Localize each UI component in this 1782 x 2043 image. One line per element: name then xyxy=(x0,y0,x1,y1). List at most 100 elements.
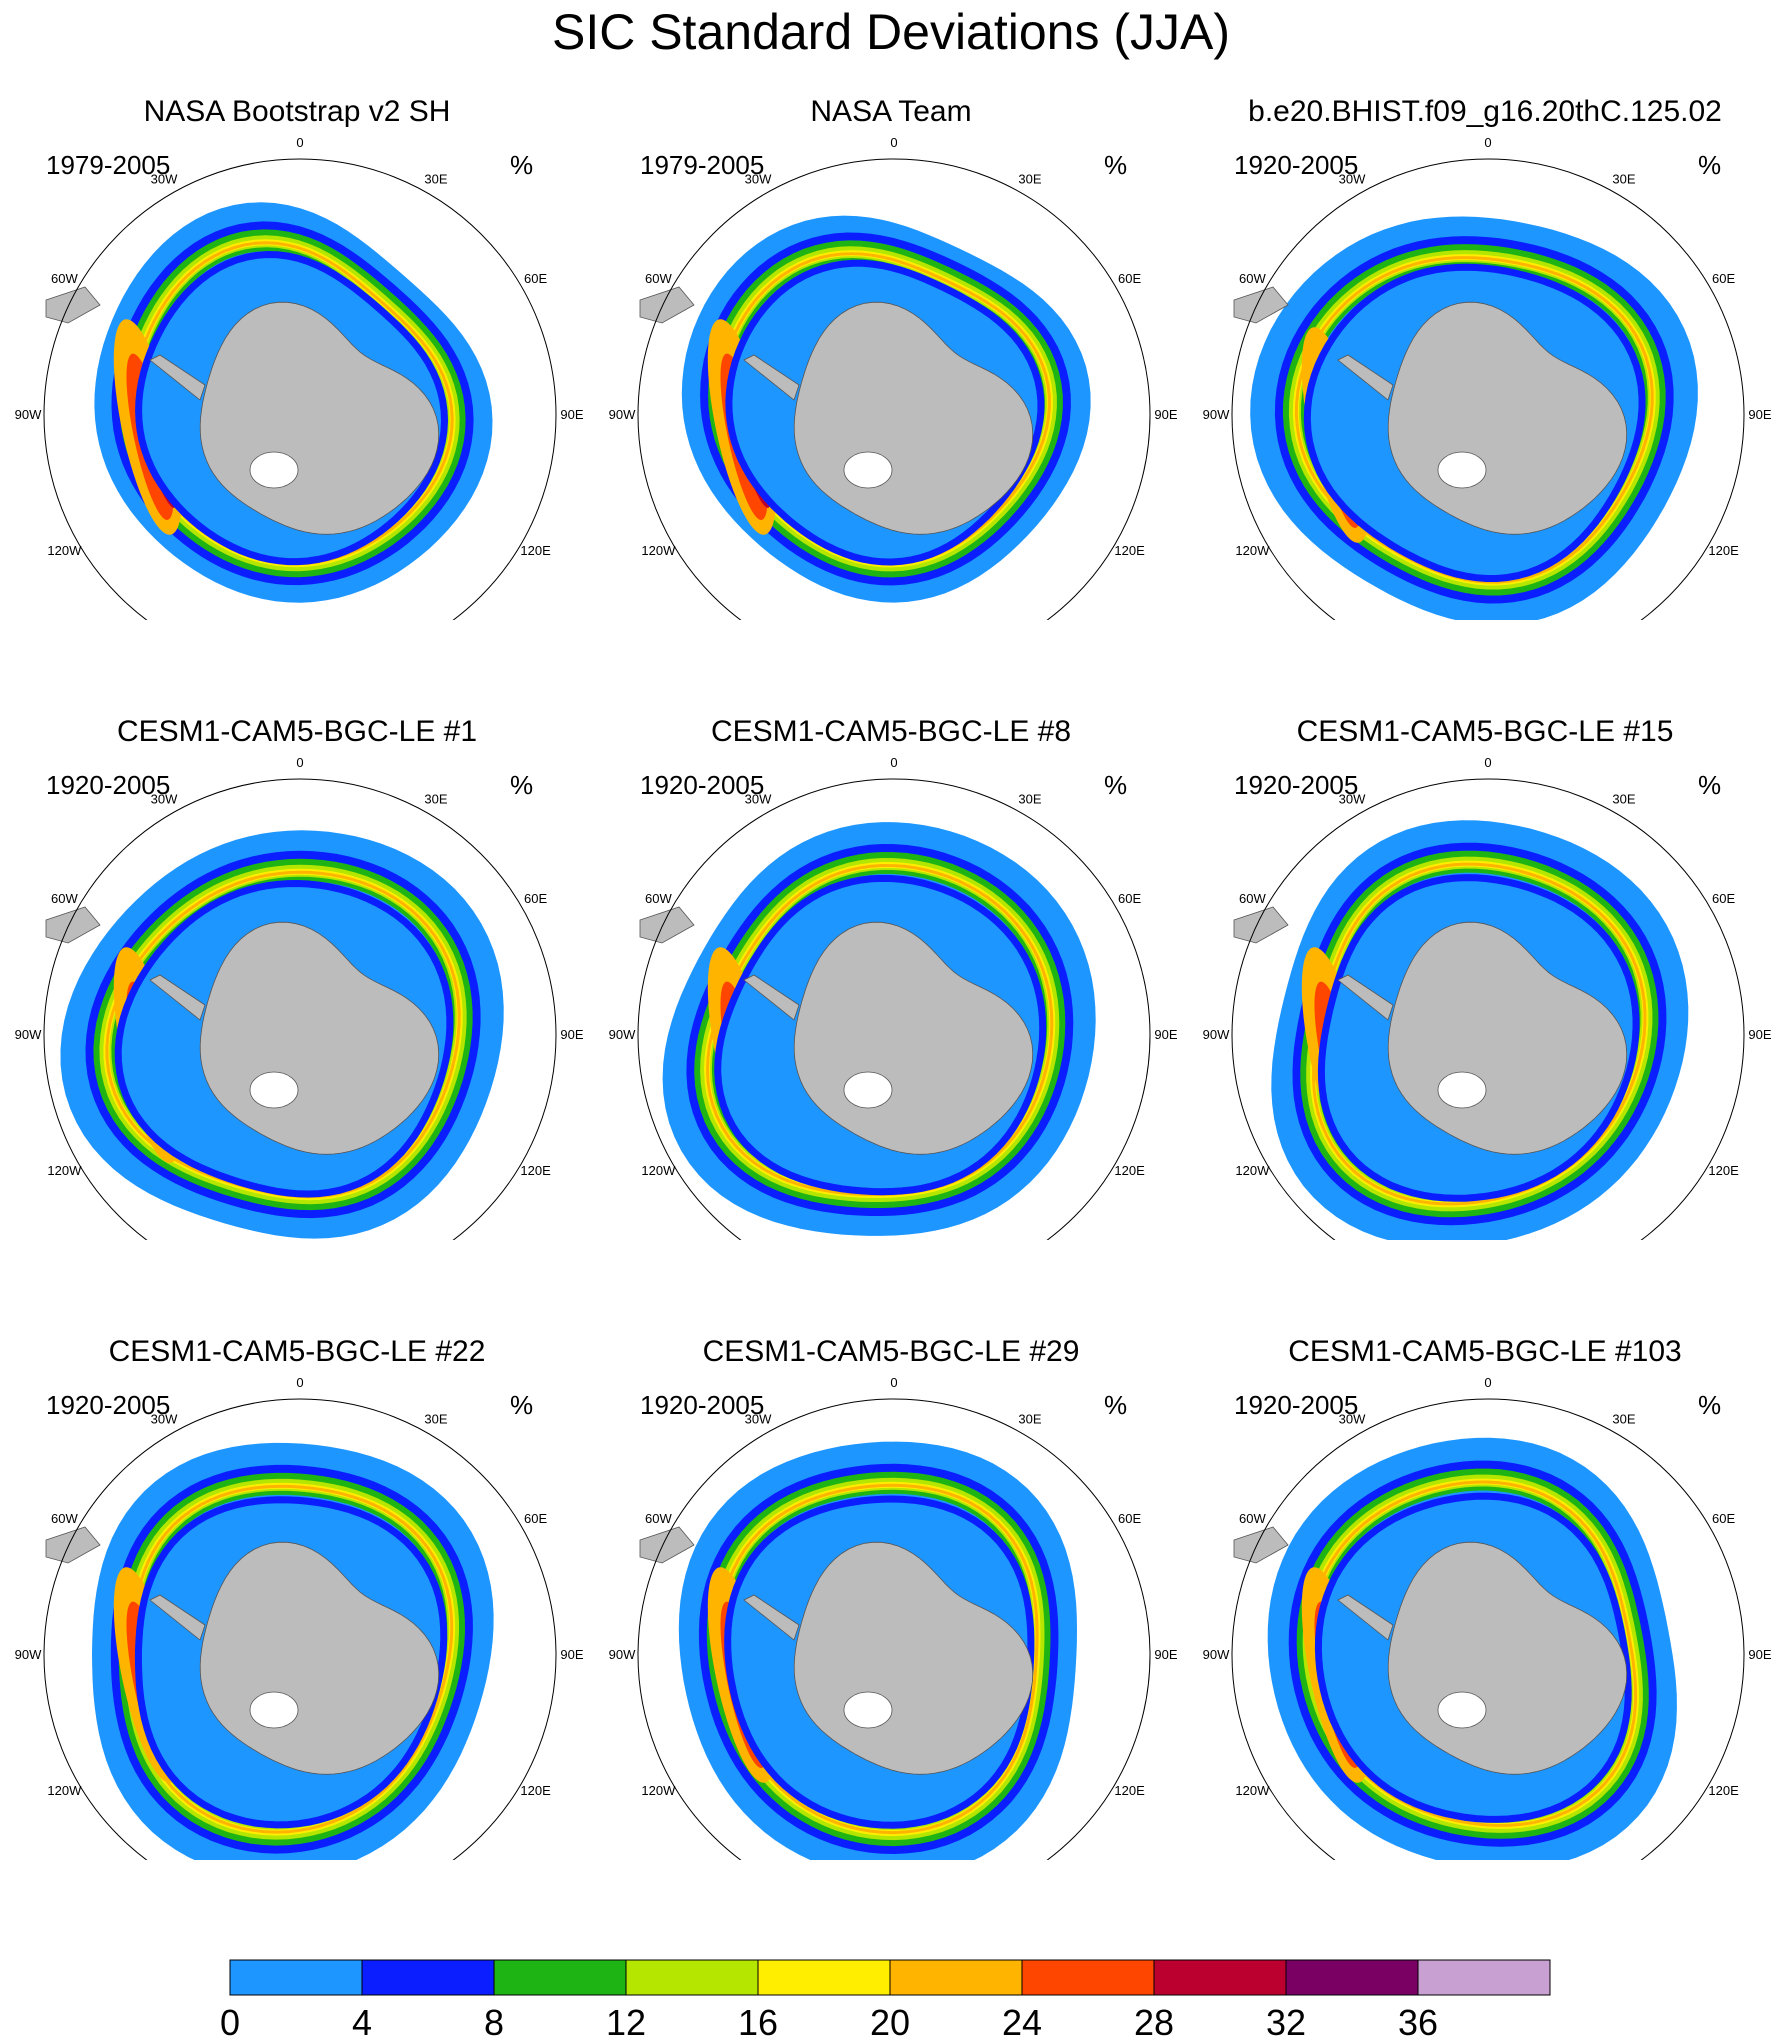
panel-years: 1920-2005 xyxy=(640,770,765,800)
longitude-label: 0 xyxy=(296,135,303,150)
colorbar-label: 36 xyxy=(1398,2002,1438,2043)
longitude-label: 60E xyxy=(524,891,547,906)
longitude-label: 30W xyxy=(151,1411,178,1426)
colorbar-swatch xyxy=(757,1959,891,1996)
longitude-label: 0 xyxy=(890,755,897,770)
south-america-landmass xyxy=(639,1526,695,1564)
panel-years: 1979-2005 xyxy=(46,150,171,180)
colorbar-label: 8 xyxy=(484,2002,504,2043)
longitude-label: 120E xyxy=(1708,1163,1739,1178)
longitude-label: 90E xyxy=(1154,407,1177,422)
longitude-label: 30E xyxy=(1018,1411,1041,1426)
longitude-label: 60E xyxy=(1118,1511,1141,1526)
sic-contour-4-8 xyxy=(724,1495,1035,1829)
south-america-landmass xyxy=(45,1526,101,1564)
longitude-label: 120W xyxy=(641,1163,676,1178)
longitude-label: 90W xyxy=(1203,407,1230,422)
longitude-label: 90E xyxy=(1748,1027,1771,1042)
colorbar-swatch xyxy=(889,1959,1023,1996)
longitude-label: 120W xyxy=(47,1163,82,1178)
colorbar-label: 28 xyxy=(1134,2002,1174,2043)
longitude-label: 60W xyxy=(645,891,672,906)
longitude-label: 60W xyxy=(645,271,672,286)
colorbar-label: 4 xyxy=(352,2002,372,2043)
antarctic-peninsula xyxy=(1337,1594,1394,1641)
panel-years: 1979-2005 xyxy=(640,150,765,180)
sic-contour-4-8 xyxy=(1317,874,1640,1202)
ross-ice-shelf xyxy=(1437,1071,1487,1109)
panel-title: NASA Team xyxy=(810,95,972,128)
longitude-label: 120W xyxy=(1235,543,1270,558)
south-america-landmass xyxy=(1233,906,1289,944)
longitude-label: 30W xyxy=(151,171,178,186)
map-panel: 030E60E90E120E150E180150W120W90W60W30WCE… xyxy=(1188,620,1782,1240)
panel-title: NASA Bootstrap v2 SH xyxy=(143,95,451,128)
longitude-label: 60E xyxy=(1712,891,1735,906)
map-boundary xyxy=(43,1398,557,1860)
map-boundary xyxy=(637,778,1151,1240)
map-boundary xyxy=(43,778,557,1240)
ross-ice-shelf xyxy=(1437,451,1487,489)
longitude-label: 30E xyxy=(1612,791,1635,806)
longitude-label: 120E xyxy=(1708,543,1739,558)
longitude-label: 120W xyxy=(641,1783,676,1798)
colorbar-swatch xyxy=(1417,1959,1551,1996)
longitude-label: 120E xyxy=(1114,1783,1145,1798)
antarctic-peninsula xyxy=(149,1594,206,1641)
polar-map: 030E60E90E120E150E180150W120W90W60W30W xyxy=(609,135,1178,620)
colorbar-label: 20 xyxy=(870,2002,910,2043)
colorbar-swatch xyxy=(229,1959,363,1996)
longitude-label: 120E xyxy=(1114,1163,1145,1178)
longitude-label: 0 xyxy=(296,1375,303,1390)
longitude-label: 90W xyxy=(15,1027,42,1042)
longitude-label: 60W xyxy=(1239,891,1266,906)
longitude-label: 120E xyxy=(520,1783,551,1798)
colorbar-label: 16 xyxy=(738,2002,778,2043)
panel-title: CESM1-CAM5-BGC-LE #103 xyxy=(1288,1335,1682,1368)
panel-units: % xyxy=(510,770,534,800)
polar-map: 030E60E90E120E150E180150W120W90W60W30W xyxy=(1203,755,1772,1240)
longitude-label: 30W xyxy=(745,171,772,186)
longitude-label: 120E xyxy=(520,1163,551,1178)
longitude-label: 30W xyxy=(1339,1411,1366,1426)
longitude-label: 90W xyxy=(609,1027,636,1042)
panel-units: % xyxy=(510,150,534,180)
colorbar-label: 32 xyxy=(1266,2002,1306,2043)
south-america-landmass xyxy=(639,286,695,324)
colorbar-label: 0 xyxy=(220,2002,240,2043)
longitude-label: 120W xyxy=(47,1783,82,1798)
map-boundary xyxy=(637,158,1151,620)
longitude-label: 30W xyxy=(1339,171,1366,186)
colorbar-label: 12 xyxy=(606,2002,646,2043)
longitude-label: 30E xyxy=(1018,791,1041,806)
longitude-label: 90W xyxy=(609,1647,636,1662)
longitude-label: 90E xyxy=(1748,407,1771,422)
longitude-label: 30E xyxy=(1612,171,1635,186)
map-panel: 030E60E90E120E150E180150W120W90W60W30WCE… xyxy=(0,620,594,1240)
longitude-label: 30W xyxy=(151,791,178,806)
antarctic-peninsula xyxy=(743,354,800,401)
sic-contour-4-8 xyxy=(134,1496,448,1829)
longitude-label: 0 xyxy=(890,135,897,150)
longitude-label: 120E xyxy=(1114,543,1145,558)
panel-title: b.e20.BHIST.f09_g16.20thC.125.02 xyxy=(1248,95,1722,128)
map-panel: 030E60E90E120E150E180150W120W90W60W30WCE… xyxy=(1188,1240,1782,1860)
longitude-label: 30E xyxy=(424,791,447,806)
longitude-label: 60W xyxy=(645,1511,672,1526)
longitude-label: 120W xyxy=(641,543,676,558)
colorbar-swatch xyxy=(361,1959,495,1996)
panel-years: 1920-2005 xyxy=(1234,150,1359,180)
map-panel: 030E60E90E120E150E180150W120W90W60W30WNA… xyxy=(0,0,594,620)
colorbar-label: 24 xyxy=(1002,2002,1042,2043)
ross-ice-shelf xyxy=(1437,1691,1487,1729)
map-panel: 030E60E90E120E150E180150W120W90W60W30WCE… xyxy=(0,1240,594,1860)
longitude-label: 0 xyxy=(1484,1375,1491,1390)
map-panel: 030E60E90E120E150E180150W120W90W60W30Wb.… xyxy=(1188,0,1782,620)
ross-ice-shelf xyxy=(249,451,299,489)
panel-years: 1920-2005 xyxy=(46,1390,171,1420)
sic-contour-4-8 xyxy=(135,250,449,566)
south-america-landmass xyxy=(1233,1526,1289,1564)
panel-units: % xyxy=(1698,1390,1722,1420)
panel-title: CESM1-CAM5-BGC-LE #15 xyxy=(1296,715,1674,748)
panel-title: CESM1-CAM5-BGC-LE #29 xyxy=(702,1335,1080,1368)
